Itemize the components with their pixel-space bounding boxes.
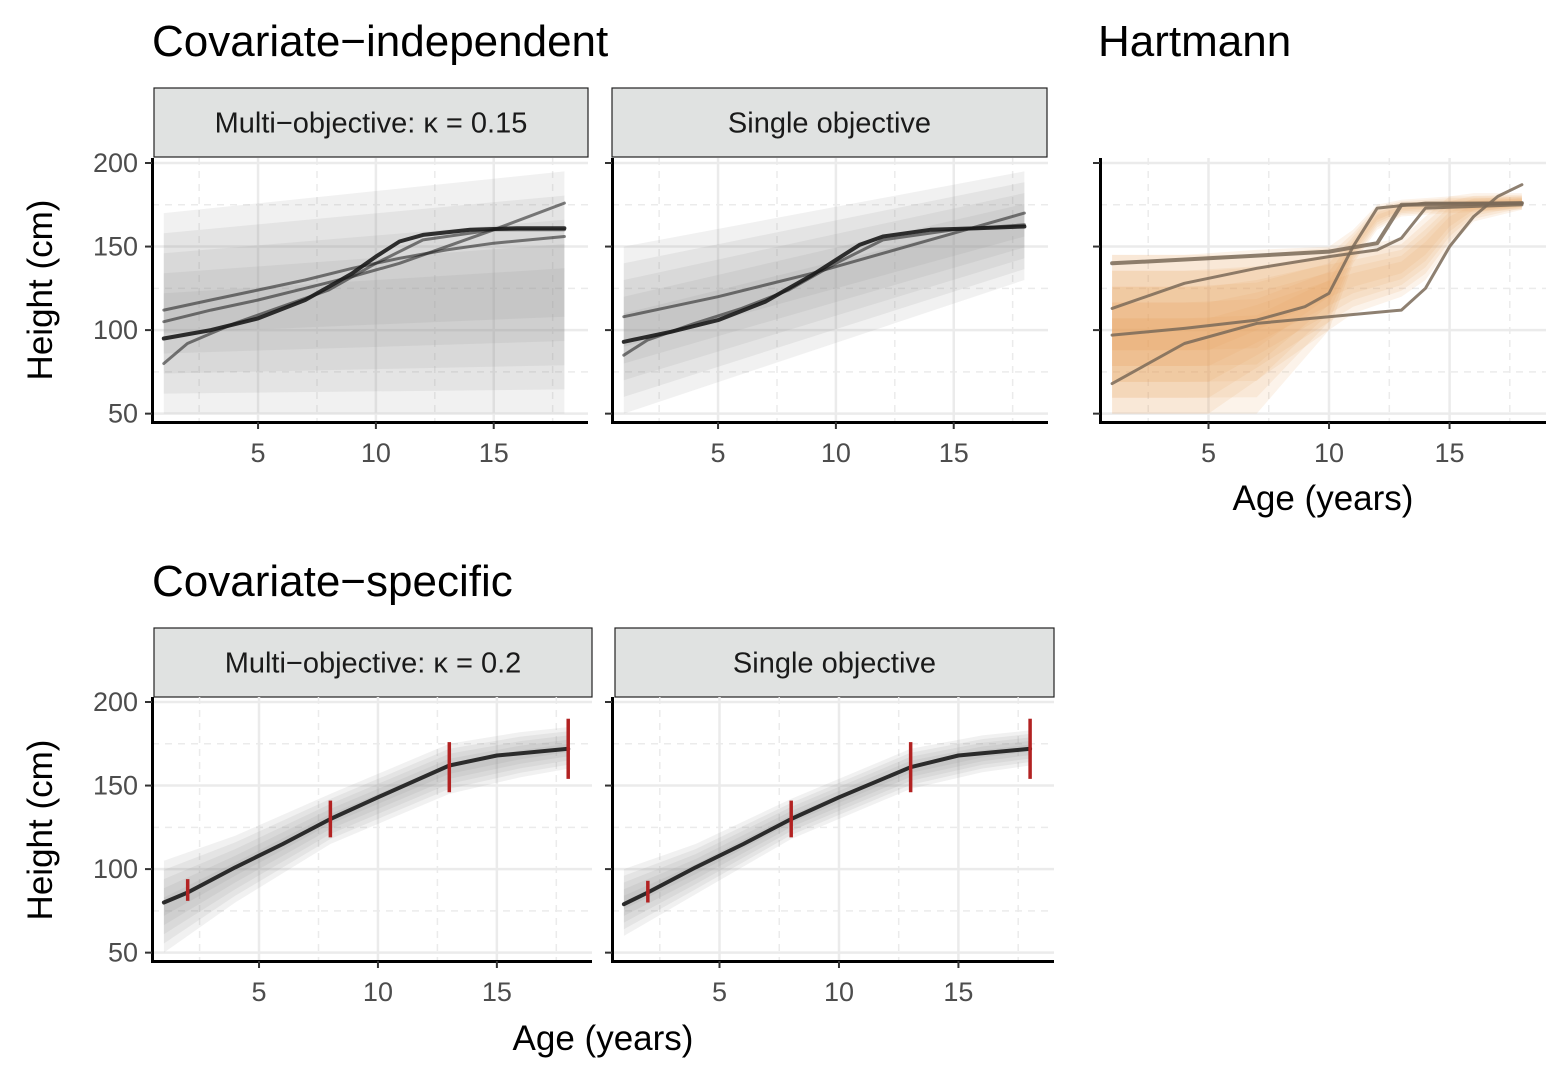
y-tick-label: 50: [108, 938, 138, 968]
y-tick-label: 150: [93, 232, 138, 262]
series-line: [622, 223, 1026, 357]
uncertainty-band: [163, 195, 565, 394]
y-tick-label: 200: [93, 687, 138, 717]
x-tick-label: 5: [251, 438, 266, 468]
title-covariate-specific: Covariate−specific: [152, 557, 513, 606]
strip-label: Single objective: [728, 108, 931, 140]
uncertainty-band: [623, 182, 1025, 397]
uncertainty-band: [1112, 196, 1522, 414]
title-covariate-independent: Covariate−independent: [152, 17, 608, 66]
panel-bottom-middle: Single objective 5 10 15: [605, 627, 1055, 1007]
uncertainty-band: [1112, 193, 1522, 414]
uncertainty-band: [1112, 197, 1522, 398]
x-tick-label: 5: [711, 438, 726, 468]
x-axis-title: Age (years): [1233, 479, 1414, 518]
strip-background: [611, 87, 1048, 158]
series-line: [1110, 203, 1524, 310]
x-tick-label: 10: [361, 438, 391, 468]
x-tick-label: 15: [943, 977, 973, 1007]
x-tick-label: 5: [1201, 438, 1216, 468]
uncertainty-band: [163, 727, 569, 953]
uncertainty-band: [163, 739, 569, 926]
x-tick-label: 15: [482, 977, 512, 1007]
series-line: [622, 211, 1026, 319]
x-axis-title-bottom: Age (years): [513, 1019, 694, 1058]
x-tick-label: 10: [363, 977, 393, 1007]
uncertainty-band: [1112, 201, 1522, 351]
y-tick-label: 150: [93, 771, 138, 801]
uncertainty-band: [623, 730, 1031, 936]
uncertainty-band: [163, 735, 569, 935]
x-tick-label: 5: [712, 977, 727, 1007]
y-axis-title: Height (cm): [21, 200, 60, 381]
uncertainty-band: [623, 193, 1025, 381]
strip-label: Single objective: [733, 648, 936, 680]
uncertainty-band: [623, 740, 1031, 916]
y-tick-label: 100: [93, 315, 138, 345]
uncertainty-band: [163, 219, 565, 374]
x-tick-label: 5: [252, 977, 267, 1007]
y-axis-title: Height (cm): [21, 740, 60, 921]
strip-label: Multi−objective: κ = 0.15: [215, 108, 528, 140]
x-tick-label: 15: [1435, 438, 1465, 468]
panel-top-middle: Single objective 5 10 15: [605, 87, 1048, 468]
strip-background: [153, 87, 589, 158]
strip-background: [153, 627, 593, 698]
uncertainty-band: [163, 731, 569, 944]
uncertainty-band: [163, 244, 565, 354]
panel-top-right: 5 10 15 Age (years): [1093, 158, 1546, 518]
uncertainty-band: [623, 203, 1025, 364]
uncertainty-band: [623, 737, 1031, 923]
title-hartmann: Hartmann: [1098, 17, 1291, 66]
series-line: [1110, 183, 1524, 386]
x-tick-label: 15: [479, 438, 509, 468]
uncertainty-band: [1112, 199, 1522, 351]
strip-background: [614, 627, 1055, 698]
y-tick-label: 200: [93, 148, 138, 178]
y-tick-label: 100: [93, 854, 138, 884]
series-line: [621, 224, 1027, 344]
uncertainty-band: [1112, 194, 1522, 398]
series-line: [162, 228, 566, 365]
x-tick-label: 10: [824, 977, 854, 1007]
x-tick-label: 10: [1314, 438, 1344, 468]
x-tick-label: 15: [939, 438, 969, 468]
strip-label: Multi−objective: κ = 0.2: [225, 648, 522, 680]
y-tick-label: 50: [108, 399, 138, 429]
x-tick-label: 10: [821, 438, 851, 468]
series-line: [1110, 201, 1524, 337]
series-line: [162, 235, 566, 312]
panel-bottom-left: Multi−objective: κ = 0.2 5 10 15 50 100 150 200…: [21, 627, 593, 1007]
panel-top-left: Multi−objective: κ = 0.15 5 10 15 50 100 150 20…: [21, 87, 589, 468]
